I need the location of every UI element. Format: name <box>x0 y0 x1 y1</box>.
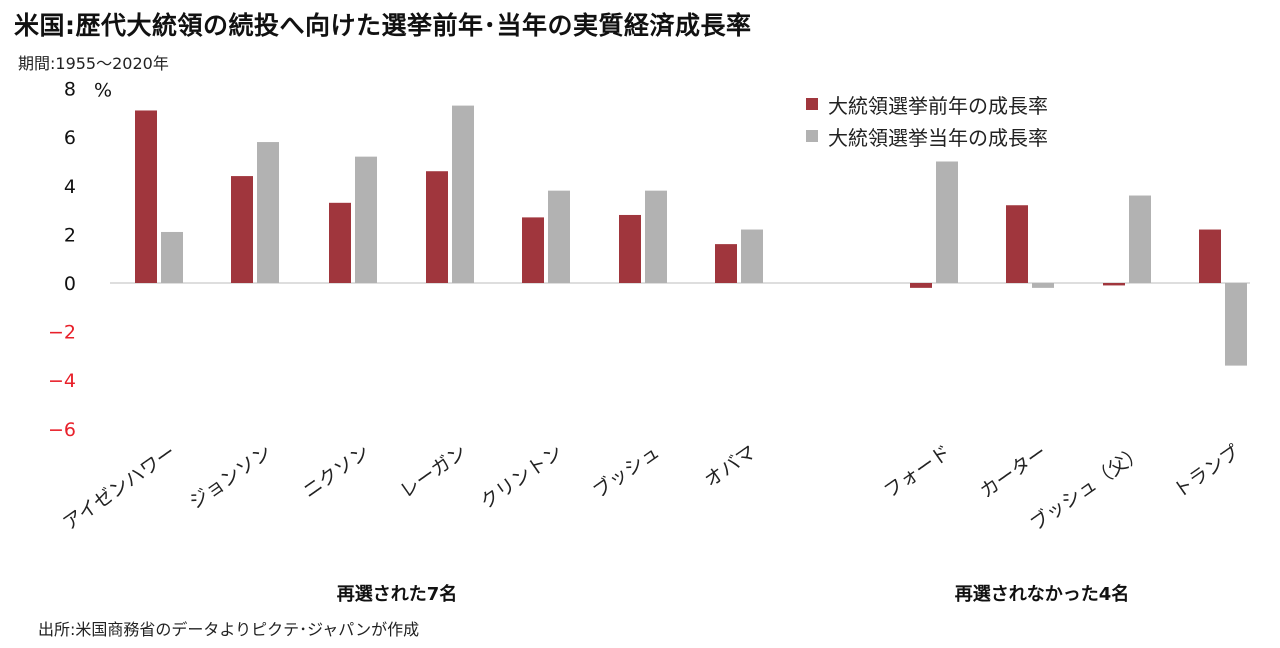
y-tick-label: −2 <box>48 322 76 344</box>
y-tick-label: 0 <box>64 273 76 295</box>
legend-swatch-pre-election <box>806 98 818 110</box>
y-unit-label: % <box>94 80 112 102</box>
x-category-label: フォード <box>880 441 955 503</box>
x-category-label: クリントン <box>476 441 566 514</box>
group-label-not-reelected: 再選されなかった4名 <box>954 584 1130 605</box>
bar-pre-election <box>619 214 641 283</box>
y-tick-label: 2 <box>64 224 76 246</box>
x-category-label: ブッシュ <box>588 440 663 502</box>
source-note: 出所:米国商務省のデータよりピクテ･ジャパンが作成 <box>38 620 420 639</box>
legend-item-pre-election: 大統領選挙前年の成長率 <box>806 88 1048 120</box>
y-tick-label: 4 <box>64 176 76 198</box>
chart-period: 期間:1955～2020年 <box>18 54 169 73</box>
bar-pre-election <box>1199 229 1221 283</box>
bar-pre-election <box>715 244 737 283</box>
bar-pre-election <box>231 176 253 283</box>
bar-pre-election <box>910 283 932 288</box>
y-tick-label: −4 <box>48 370 76 392</box>
chart-title: 米国:歴代大統領の続投へ向けた選挙前年･当年の実質経済成長率 <box>14 11 752 40</box>
bar-election-year <box>257 142 279 283</box>
bar-election-year <box>645 190 667 283</box>
x-category-label: レーガン <box>396 441 471 503</box>
legend-item-election-year: 大統領選挙当年の成長率 <box>806 120 1048 152</box>
bar-election-year <box>161 231 183 283</box>
bar-election-year <box>355 156 377 283</box>
legend-swatch-election-year <box>806 130 818 142</box>
group-label-reelected: 再選された7名 <box>336 584 458 605</box>
x-category-label: ジョンソン <box>185 441 275 514</box>
x-category-label: オバマ <box>701 441 760 492</box>
bar-election-year <box>548 190 570 283</box>
x-category-label: カーター <box>976 441 1051 503</box>
bar-pre-election <box>1103 283 1125 286</box>
x-category-label: アイゼンハワー <box>59 441 180 535</box>
bar-pre-election <box>329 202 351 283</box>
legend: 大統領選挙前年の成長率 大統領選挙当年の成長率 <box>806 88 1048 152</box>
bar-election-year <box>1129 195 1151 283</box>
bar-election-year <box>1225 283 1247 366</box>
bar-pre-election <box>426 171 448 283</box>
legend-label-election-year: 大統領選挙当年の成長率 <box>828 125 1048 150</box>
bar-election-year <box>741 229 763 283</box>
y-tick-label: −6 <box>48 419 76 441</box>
y-tick-label: 6 <box>64 127 76 149</box>
bar-election-year <box>1032 283 1054 288</box>
legend-label-pre-election: 大統領選挙前年の成長率 <box>828 93 1048 118</box>
bar-election-year <box>936 161 958 283</box>
x-category-label: ニクソン <box>299 441 374 503</box>
bar-pre-election <box>1006 205 1028 283</box>
y-tick-label: 8 <box>64 79 76 101</box>
bar-pre-election <box>135 110 157 283</box>
bar-election-year <box>452 105 474 283</box>
bar-pre-election <box>522 217 544 283</box>
x-category-label: トランプ <box>1169 441 1243 502</box>
